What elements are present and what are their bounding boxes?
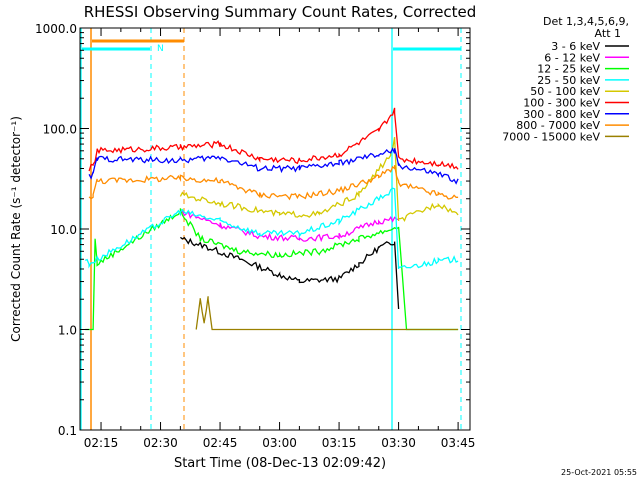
tick-layer: 02:15 02:30 02:45 03:00 03:15 03:30 03:45 0.1 1.…	[35, 22, 475, 450]
x-axis-label: Start Time (08-Dec-13 02:09:42)	[174, 456, 386, 471]
plot-frame	[79, 27, 471, 431]
night-flag-letter: N	[157, 44, 164, 54]
legend-label-2: 12 - 25 keV	[537, 63, 600, 76]
legend-label-6: 300 - 800 keV	[523, 108, 600, 121]
x-tick-label: 03:00	[262, 436, 297, 450]
y-tick-label: 1.0	[58, 324, 77, 338]
chart-title: RHESSI Observing Summary Count Rates, Co…	[84, 3, 477, 21]
x-tick-label: 03:45	[441, 436, 476, 450]
y-tick-label: 1000.0	[35, 22, 77, 36]
legend-header-attenuator: Att 1	[595, 27, 621, 40]
legend-label-4: 50 - 100 keV	[530, 85, 600, 98]
legend-label-1: 6 - 12 keV	[544, 51, 600, 64]
series-line-50-100-kev	[179, 136, 459, 222]
y-tick-label: 10.0	[50, 223, 77, 237]
x-tick-label: 02:30	[143, 436, 178, 450]
attenuator-and-night-markers: N	[80, 28, 462, 430]
legend-label-3: 25 - 50 keV	[537, 74, 600, 87]
legend-label-8: 7000 - 15000 keV	[502, 130, 600, 143]
legend-label-5: 100 - 300 keV	[523, 97, 600, 110]
series-line-6-12-kev	[180, 210, 399, 243]
series-layer	[84, 107, 459, 331]
x-tick-label: 02:15	[84, 436, 119, 450]
series-line-12-25-kev	[85, 208, 459, 331]
series-line-3-6-kev	[180, 236, 400, 310]
series-line-100-300-kev	[88, 107, 459, 172]
x-tick-label: 03:30	[381, 436, 416, 450]
series-line-300-800-kev	[88, 147, 459, 185]
y-axis-label: Corrected Count Rate (s⁻¹ detector⁻¹)	[9, 116, 23, 342]
series-line-25-50-kev	[84, 187, 459, 270]
legend-label-7: 800 - 7000 keV	[516, 119, 600, 132]
legend-label-0: 3 - 6 keV	[551, 40, 600, 53]
y-tick-label: 100.0	[43, 123, 77, 137]
x-tick-label: 03:15	[322, 436, 357, 450]
series-line-7000-15000-kev	[195, 296, 459, 331]
x-tick-label: 02:45	[203, 436, 238, 450]
generation-timestamp: 25-Oct-2021 05:55	[561, 468, 637, 477]
legend-header-detectors: Det 1,3,4,5,6,9,	[543, 15, 629, 28]
series-line-800-7000-kev	[88, 164, 459, 201]
y-tick-label: 0.1	[58, 424, 77, 438]
